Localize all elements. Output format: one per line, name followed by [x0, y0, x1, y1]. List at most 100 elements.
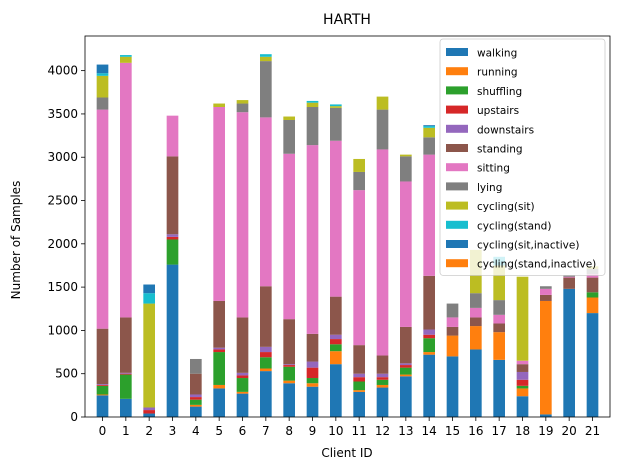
- bar-segment: [563, 277, 575, 289]
- x-tick-label: 0: [99, 424, 107, 438]
- legend-label: lying: [477, 182, 502, 194]
- legend-swatch: [446, 163, 468, 172]
- bar-segment: [236, 112, 249, 318]
- bar-segment: [166, 264, 179, 417]
- bar-segment: [470, 349, 482, 417]
- bar-segment: [400, 181, 412, 327]
- bar-segment: [213, 349, 225, 353]
- bar-segment: [423, 125, 435, 127]
- bar-segment: [446, 326, 459, 336]
- legend-label: cycling(stand): [477, 220, 551, 232]
- bar-segment: [563, 288, 575, 417]
- bar-segment: [470, 326, 482, 350]
- bar-segment: [143, 293, 155, 304]
- bar-segment: [120, 374, 132, 399]
- bar-segment: [306, 386, 319, 417]
- bar-segment: [120, 373, 132, 375]
- bar-segment: [330, 104, 342, 107]
- x-tick-label: 9: [309, 424, 317, 438]
- bar-segment: [96, 385, 109, 395]
- bar-segment: [190, 406, 202, 417]
- legend-label: cycling(stand,inactive): [477, 259, 596, 271]
- bar-segment: [166, 115, 179, 157]
- bar-segment: [283, 383, 295, 417]
- bar-segment: [470, 307, 482, 318]
- x-tick-label: 6: [239, 424, 247, 438]
- bar-segment: [260, 56, 272, 62]
- bar-segment: [493, 265, 505, 301]
- legend-swatch: [446, 86, 468, 95]
- bar-segment: [400, 156, 412, 182]
- x-tick-label: 19: [538, 424, 553, 438]
- y-tick-label: 2500: [47, 194, 78, 208]
- x-tick-label: 11: [352, 424, 367, 438]
- bar-segment: [283, 319, 295, 365]
- bar-segment: [306, 333, 319, 362]
- bar-segment: [306, 107, 319, 146]
- bar-segment: [470, 317, 482, 327]
- legend-frame: [439, 38, 606, 276]
- bar-segment: [306, 367, 319, 379]
- bar-segment: [586, 313, 599, 417]
- bar-segment: [260, 61, 272, 118]
- y-tick-label: 1000: [47, 323, 78, 337]
- legend-swatch: [446, 144, 468, 152]
- bar-segment: [376, 384, 389, 388]
- bar-segment: [213, 347, 225, 350]
- x-tick-label: 13: [398, 424, 413, 438]
- bar-segment: [353, 190, 365, 346]
- bar-segment: [400, 154, 412, 157]
- bar-segment: [330, 106, 342, 108]
- bar-segment: [400, 363, 412, 366]
- bar-segment: [166, 156, 179, 235]
- bar-segment: [423, 352, 435, 355]
- x-tick-label: 18: [515, 424, 530, 438]
- legend-label: upstairs: [477, 105, 519, 117]
- bar-segment: [236, 317, 249, 373]
- bar-segment: [306, 145, 319, 334]
- y-tick-label: 0: [70, 410, 78, 424]
- x-tick-label: 21: [585, 424, 600, 438]
- bar-segment: [540, 286, 552, 289]
- bar-segment: [330, 334, 342, 340]
- bar-segment: [283, 364, 295, 366]
- x-tick-label: 20: [562, 424, 577, 438]
- bar-segment: [143, 413, 155, 417]
- bar-segment: [446, 335, 459, 357]
- bar-segment: [400, 326, 412, 364]
- legend-swatch: [446, 259, 468, 268]
- bar-segment: [283, 365, 295, 367]
- bar-segment: [213, 107, 225, 301]
- bar-segment: [236, 375, 249, 379]
- bar-segment: [306, 102, 319, 108]
- bar-segment: [330, 364, 342, 417]
- bar-segment: [353, 345, 365, 374]
- plot-frame: [84, 35, 611, 418]
- bar-segment: [96, 64, 109, 74]
- x-tick-label: 17: [492, 424, 507, 438]
- bar-segment: [330, 107, 342, 141]
- bar-segment: [260, 352, 272, 358]
- bar-segment: [260, 117, 272, 287]
- legend-swatch: [446, 240, 468, 248]
- x-tick-label: 16: [468, 424, 483, 438]
- bar-segment: [190, 358, 202, 374]
- bar-segment: [516, 388, 529, 397]
- bar-segment: [96, 109, 109, 329]
- bar-segment: [353, 391, 365, 417]
- bar-segment: [190, 394, 202, 398]
- bar-segment: [260, 357, 272, 369]
- bar-segment: [190, 404, 202, 407]
- x-tick-label: 4: [192, 424, 200, 438]
- bar-segment: [423, 338, 435, 353]
- bar-segment: [283, 380, 295, 384]
- bar-segment: [423, 354, 435, 417]
- y-tick-label: 2000: [47, 237, 78, 251]
- bar-segment: [400, 365, 412, 368]
- bar-segment: [190, 397, 202, 400]
- x-axis-label: Client ID: [321, 446, 372, 460]
- bar-segment: [376, 377, 389, 380]
